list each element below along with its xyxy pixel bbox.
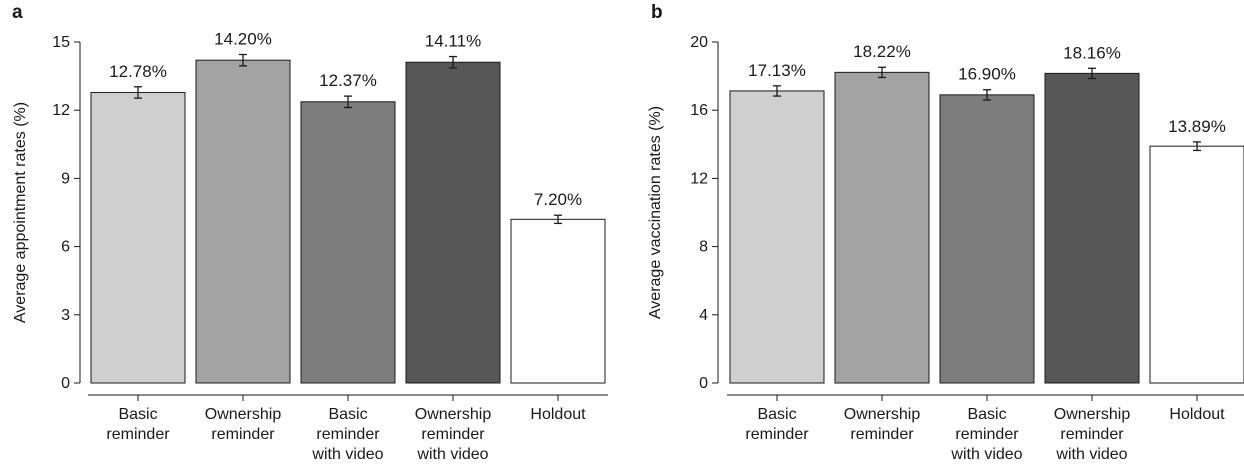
data-label: 12.78% xyxy=(109,62,167,81)
y-tick-label: 16 xyxy=(690,102,708,119)
x-tick-label: Basic reminder xyxy=(106,406,170,443)
x-tick-label-line: with video xyxy=(1055,446,1127,463)
bar xyxy=(1149,145,1244,384)
x-tick-label-line: Ownership xyxy=(205,406,282,423)
y-tick-label: 20 xyxy=(690,34,708,51)
bar xyxy=(510,218,606,384)
x-tick-label-line: reminder xyxy=(745,426,809,443)
data-label: 16.90% xyxy=(958,65,1016,84)
bar xyxy=(90,91,186,384)
data-label: 18.22% xyxy=(853,42,911,61)
x-tick-label-line: Basic xyxy=(757,406,796,423)
bar xyxy=(300,101,396,384)
y-axis-title: Average appointment rates (%) xyxy=(12,102,29,323)
data-label: 14.20% xyxy=(214,30,272,49)
panel-letter: a xyxy=(12,2,23,23)
bar xyxy=(405,61,501,384)
x-tick-label-line: reminder xyxy=(106,426,170,443)
panel-b-chart: b 0 4 8 12 16 20 Average vaccination rates (%) 1… xyxy=(647,2,1244,463)
bar xyxy=(834,71,930,384)
x-tick-label: Holdout xyxy=(1169,406,1225,423)
data-label: 18.16% xyxy=(1063,43,1121,62)
x-tick-label-line: reminder xyxy=(1060,426,1124,443)
x-tick-label: Holdout xyxy=(530,406,586,423)
data-label: 14.11% xyxy=(425,32,481,51)
y-tick-label: 6 xyxy=(61,239,70,256)
y-tick-label: 4 xyxy=(699,307,708,324)
data-label: 7.20% xyxy=(534,190,582,209)
x-tick-label-line: Holdout xyxy=(530,406,586,423)
bar xyxy=(939,94,1035,384)
bar xyxy=(1044,72,1140,384)
x-tick-label-line: Basic xyxy=(967,406,1006,423)
x-tick-label-line: with video xyxy=(311,446,383,463)
bar xyxy=(729,90,825,384)
data-label: 13.89% xyxy=(1168,117,1226,136)
x-tick-label-line: with video xyxy=(416,446,488,463)
x-tick-label-line: with video xyxy=(950,446,1022,463)
y-tick-label: 12 xyxy=(52,102,70,119)
y-tick-label: 3 xyxy=(61,307,70,324)
x-tick-label: Ownership reminder xyxy=(205,406,282,443)
x-tick-label: Basic reminder xyxy=(745,406,809,443)
panel-letter: b xyxy=(651,2,663,23)
x-tick-label-line: Ownership xyxy=(1054,406,1131,423)
data-label: 17.13% xyxy=(748,61,806,80)
x-tick-label-line: Holdout xyxy=(1169,406,1225,423)
y-tick-label: 8 xyxy=(699,239,708,256)
y-axis-title: Average vaccination rates (%) xyxy=(647,106,664,319)
y-tick-label: 9 xyxy=(61,170,70,187)
x-tick-label-line: Basic xyxy=(118,406,157,423)
bar xyxy=(195,59,291,384)
x-tick-label-line: reminder xyxy=(421,426,485,443)
x-tick-label-line: Basic xyxy=(328,406,367,423)
y-tick-label: 12 xyxy=(690,170,708,187)
x-tick-label: Basic reminder with video xyxy=(950,406,1022,463)
x-tick-label-line: reminder xyxy=(211,426,275,443)
y-tick-label: 15 xyxy=(52,34,70,51)
x-tick-label-line: reminder xyxy=(850,426,914,443)
x-tick-label: Ownership reminder with video xyxy=(1054,406,1131,463)
x-tick-label-line: reminder xyxy=(316,426,380,443)
x-tick-label: Ownership reminder xyxy=(844,406,921,443)
x-tick-label: Ownership reminder with video xyxy=(415,406,492,463)
x-tick-label-line: Ownership xyxy=(844,406,921,423)
data-label: 12.37% xyxy=(319,71,377,90)
y-tick-label: 0 xyxy=(699,375,708,392)
y-tick-label: 0 xyxy=(61,375,70,392)
panel-a-chart: a 0 3 6 9 12 15 Average appointment rates (%) 12… xyxy=(12,2,608,463)
x-tick-label-line: Ownership xyxy=(415,406,492,423)
x-tick-label: Basic reminder with video xyxy=(311,406,383,463)
x-tick-label-line: reminder xyxy=(955,426,1019,443)
